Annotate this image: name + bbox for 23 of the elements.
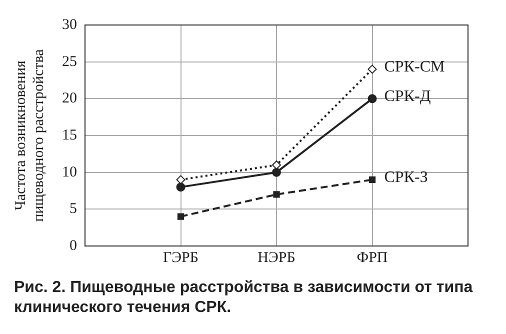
y-tick-label: 0 <box>70 238 77 254</box>
y-tick-label: 5 <box>70 201 77 218</box>
point <box>272 160 281 170</box>
point <box>368 64 377 74</box>
y-tick-label: 15 <box>62 127 77 144</box>
point <box>272 168 281 177</box>
point <box>368 176 376 184</box>
x-tick-label: ГЭРБ <box>162 250 199 266</box>
point <box>368 94 377 104</box>
point <box>176 182 186 192</box>
y-tick-label: 25 <box>62 54 77 70</box>
point <box>177 213 184 220</box>
series-label: СРК-Д <box>384 88 431 105</box>
y-axis-title: Частота возникновения пищеводного расстройства <box>12 48 47 222</box>
series-label: СРК-З <box>384 168 428 186</box>
y-tick-label: 10 <box>62 164 77 180</box>
y-tick-label: 30 <box>62 16 77 33</box>
x-tick-label: НЭРБ <box>258 250 296 266</box>
point <box>273 191 280 198</box>
text: Рис. 2. Пищеводные расстройства в зависимости от типа клинического течения СРК. <box>13 278 474 318</box>
x-tick-label: ФРП <box>356 250 388 266</box>
y-tick-label: 20 <box>62 90 77 107</box>
series-label: СРК-СМ <box>384 58 445 76</box>
